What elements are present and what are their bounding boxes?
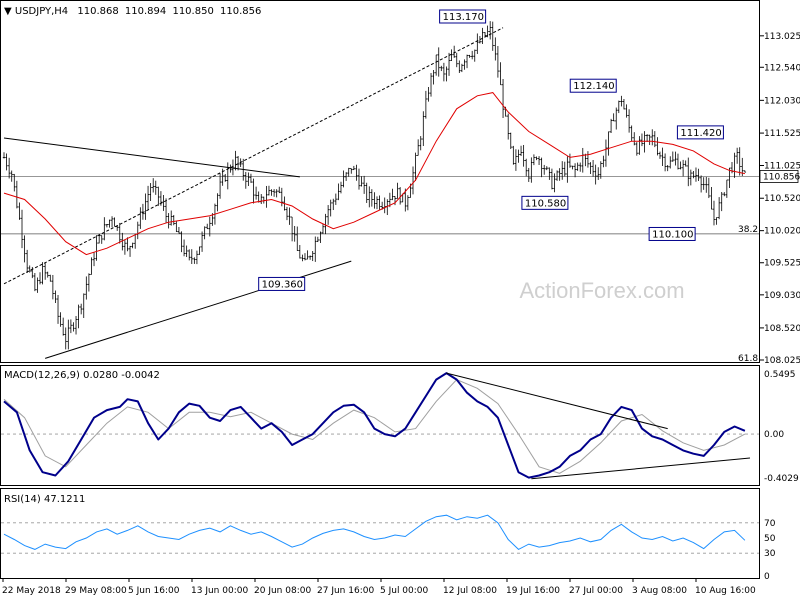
rsi-tick-label: 50 <box>764 534 776 544</box>
price-annotation-label: 110.100 <box>652 229 693 240</box>
rsi-tick-label: 70 <box>764 519 776 529</box>
price-tick-label: 112.540 <box>764 63 800 73</box>
price-tick-label: 111.525 <box>764 129 800 139</box>
close-value: 110.856 <box>220 6 261 17</box>
high-value: 110.894 <box>125 6 166 17</box>
time-tick-label: 13 Jun 00:00 <box>191 586 248 596</box>
macd-trendlines <box>446 372 751 480</box>
macd-tick-label: 0.5495 <box>764 370 796 380</box>
macd-trendline <box>446 372 668 430</box>
price-tick-label: 113.025 <box>764 32 800 42</box>
price-tick-label: 110.520 <box>764 194 800 204</box>
rsi-tick-label: 0 <box>764 572 770 582</box>
price-tick-label: 108.025 <box>764 356 800 366</box>
macd-name: MACD(12,26,9) <box>4 370 80 381</box>
price-annotation-box <box>569 78 617 93</box>
trendline <box>3 137 300 178</box>
price-annotation-box <box>258 276 306 291</box>
price-axis: 113.025 112.540 112.030 111.525 111.025 110.5… <box>759 32 800 366</box>
price-tick-label: 112.030 <box>764 96 800 106</box>
rsi-series <box>3 514 746 551</box>
price-annotation-box <box>676 125 724 140</box>
time-tick-label: 5 Jul 00:00 <box>380 586 429 596</box>
price-tick-label: 109.525 <box>764 259 800 269</box>
macd-tick-label: 0.00 <box>764 430 784 440</box>
macd-values: 0.0280 -0.0042 <box>83 370 160 381</box>
price-tick-label: 111.025 <box>764 161 800 171</box>
time-tick-label: 27 Jun 16:00 <box>317 586 374 596</box>
time-tick-label: 20 Jun 08:00 <box>254 586 311 596</box>
price-annotation-label: 110.580 <box>525 198 566 209</box>
rsi-title: RSI(14) 47.1211 <box>4 494 85 505</box>
rsi-line <box>3 514 746 551</box>
macd-series <box>3 372 746 479</box>
macd-trendline <box>531 457 751 480</box>
price-tick-label: 110.020 <box>764 227 800 237</box>
rsi-panel-frame <box>0 488 760 579</box>
price-annotation-box <box>521 195 569 210</box>
open-value: 110.868 <box>77 6 118 17</box>
price-annotation-box <box>439 9 487 24</box>
time-tick-label: 29 May 08:00 <box>65 586 127 596</box>
watermark: ActionForex.com <box>519 278 684 303</box>
time-tick-label: 27 Jul 00:00 <box>569 586 623 596</box>
time-tick-label: 10 Aug 16:00 <box>695 586 756 596</box>
symbol-label: ▼ USDJPY,H4 110.868 110.894 110.850 110.… <box>4 6 261 17</box>
main-panel-frame <box>0 0 760 363</box>
signal-line <box>3 379 746 474</box>
price-annotation-label: 112.140 <box>573 81 614 92</box>
fib-level-label-2: 61.8 <box>738 354 758 364</box>
time-tick-label: 5 Jun 16:00 <box>128 586 180 596</box>
price-annotation-label: 109.360 <box>262 279 303 290</box>
time-tick-label: 19 Jul 16:00 <box>506 586 560 596</box>
price-annotations: 113.170 112.140 111.420 110.580 110.100 109.3… <box>258 9 724 291</box>
dropdown-triangle-icon[interactable]: ▼ <box>4 6 15 17</box>
macd-tick-label: -0.4029 <box>764 474 799 484</box>
current-price-box <box>759 170 799 183</box>
time-axis: 22 May 2018 29 May 08:00 5 Jun 16:00 13 Jun… <box>2 578 756 596</box>
rsi-tick-label: 30 <box>764 549 776 559</box>
price-tick-label: 108.520 <box>764 324 800 334</box>
macd-axis: 0.5495 0.00 -0.4029 <box>764 370 799 484</box>
trendline <box>3 27 504 285</box>
price-annotation-label: 111.420 <box>680 128 721 139</box>
price-reference-lines: 38.2 61.8 <box>1 176 759 364</box>
price-tick-label: 109.030 <box>764 291 800 301</box>
price-bars <box>2 21 747 350</box>
rsi-values: 47.1211 <box>44 494 85 505</box>
time-tick-label: 3 Aug 08:00 <box>632 586 687 596</box>
low-value: 110.850 <box>172 6 213 17</box>
price-annotation-label: 113.170 <box>443 12 484 23</box>
symbol-name: USDJPY,H4 <box>15 6 68 17</box>
macd-panel-frame <box>0 365 760 486</box>
current-price-label: 110.856 <box>763 172 800 182</box>
macd-line <box>3 372 746 479</box>
rsi-levels <box>1 522 759 554</box>
price-annotation-box <box>648 226 696 241</box>
time-tick-label: 12 Jul 08:00 <box>443 586 497 596</box>
chart-header: ▼ USDJPY,H4 110.868 110.894 110.850 110.… <box>4 6 261 17</box>
fib-level-label: 38.2 <box>738 225 758 235</box>
time-tick-label: 22 May 2018 <box>2 586 61 596</box>
macd-title: MACD(12,26,9) 0.0280 -0.0042 <box>4 370 160 381</box>
moving-average <box>3 92 746 256</box>
rsi-axis: 70 50 30 0 <box>764 519 776 582</box>
rsi-name: RSI(14) <box>4 494 41 505</box>
ma-line <box>3 92 746 256</box>
